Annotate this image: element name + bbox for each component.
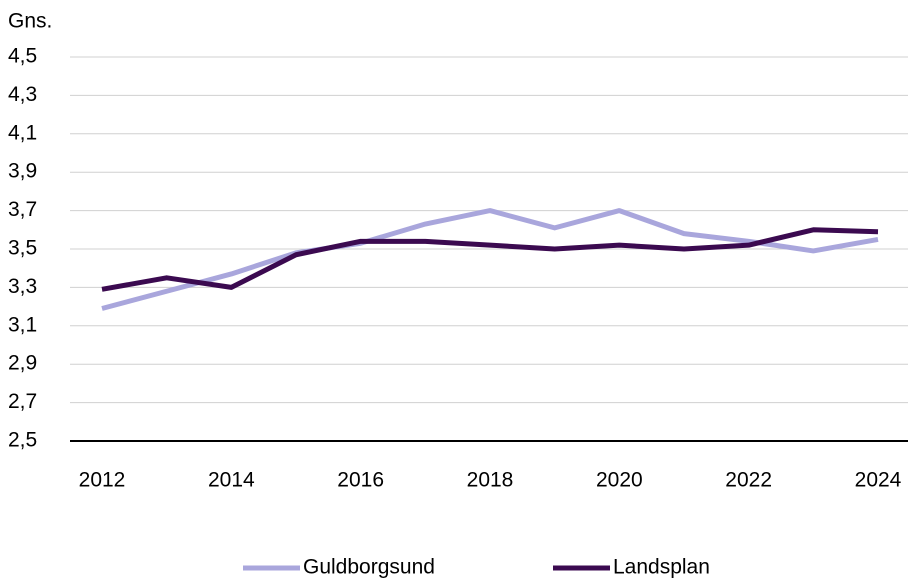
y-tick-label: 3,3 (8, 275, 37, 298)
y-tick-label: 2,7 (8, 390, 37, 413)
legend-label: Guldborgsund (303, 556, 435, 579)
y-tick-label: 3,1 (8, 313, 37, 336)
y-tick-label: 4,5 (8, 45, 37, 68)
series-line (101, 208, 879, 311)
series-line (101, 227, 879, 292)
x-tick-label: 2022 (725, 469, 772, 492)
x-tick-label: 2012 (79, 469, 126, 492)
legend-label: Landsplan (613, 556, 710, 579)
x-tick-label: 2018 (467, 469, 514, 492)
x-tick-label: 2024 (855, 469, 902, 492)
x-tick-label: 2020 (596, 469, 643, 492)
y-tick-label: 3,7 (8, 198, 37, 221)
y-tick-label: 4,1 (8, 121, 37, 144)
y-tick-label: 3,5 (8, 237, 37, 260)
y-tick-label: 3,9 (8, 160, 37, 183)
y-tick-label: 2,5 (8, 429, 37, 452)
y-axis-label: Gns. (8, 10, 52, 33)
y-tick-label: 2,9 (8, 352, 37, 375)
x-tick-label: 2014 (208, 469, 255, 492)
y-tick-label: 4,3 (8, 83, 37, 106)
x-tick-label: 2016 (337, 469, 384, 492)
